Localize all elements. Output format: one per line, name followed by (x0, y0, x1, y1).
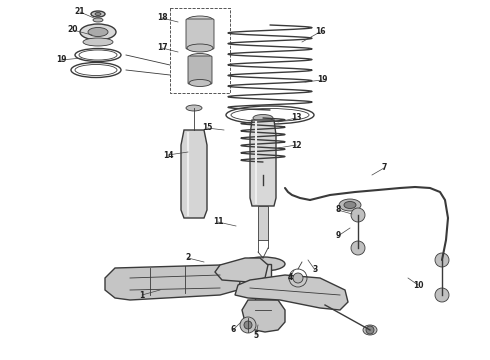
Text: 5: 5 (253, 330, 259, 339)
Text: 13: 13 (291, 113, 301, 122)
Polygon shape (215, 258, 268, 282)
Circle shape (435, 288, 449, 302)
FancyBboxPatch shape (188, 56, 212, 84)
Text: 4: 4 (287, 274, 293, 283)
Text: 7: 7 (381, 163, 387, 172)
Circle shape (351, 241, 365, 255)
Ellipse shape (189, 54, 211, 60)
FancyBboxPatch shape (259, 183, 268, 194)
Circle shape (293, 273, 303, 283)
Ellipse shape (91, 11, 105, 17)
Polygon shape (105, 265, 240, 300)
Circle shape (366, 326, 374, 334)
Text: 2: 2 (185, 253, 191, 262)
Text: 6: 6 (230, 325, 236, 334)
Text: 21: 21 (75, 8, 85, 17)
Text: 19: 19 (56, 55, 66, 64)
Ellipse shape (187, 16, 213, 24)
Ellipse shape (254, 159, 272, 166)
Ellipse shape (93, 18, 103, 22)
Text: 19: 19 (317, 76, 327, 85)
Ellipse shape (241, 257, 285, 271)
Ellipse shape (339, 199, 361, 211)
Circle shape (435, 253, 449, 267)
Text: 1: 1 (139, 291, 145, 300)
FancyBboxPatch shape (186, 19, 214, 49)
Ellipse shape (363, 325, 377, 335)
Text: 17: 17 (157, 44, 167, 53)
Ellipse shape (344, 202, 356, 208)
Polygon shape (181, 130, 207, 218)
Bar (170, 8, 230, 93)
Polygon shape (250, 120, 276, 206)
Ellipse shape (256, 167, 270, 172)
Ellipse shape (95, 13, 101, 15)
Ellipse shape (88, 27, 108, 36)
Ellipse shape (253, 114, 273, 122)
Text: 10: 10 (413, 280, 423, 289)
Text: 18: 18 (157, 13, 167, 22)
Text: 11: 11 (213, 217, 223, 226)
Circle shape (244, 321, 252, 329)
Polygon shape (255, 264, 271, 310)
Ellipse shape (186, 105, 202, 111)
Text: 16: 16 (315, 27, 325, 36)
Text: 8: 8 (335, 206, 341, 215)
Text: 12: 12 (291, 140, 301, 149)
Text: 20: 20 (68, 26, 78, 35)
Text: 15: 15 (202, 123, 212, 132)
Text: 9: 9 (335, 231, 341, 240)
Ellipse shape (80, 24, 116, 40)
Circle shape (240, 317, 256, 333)
Text: 14: 14 (163, 150, 173, 159)
Polygon shape (242, 300, 285, 332)
Ellipse shape (189, 80, 211, 86)
Text: 3: 3 (313, 266, 318, 274)
Circle shape (351, 208, 365, 222)
Polygon shape (235, 275, 348, 310)
Ellipse shape (187, 44, 213, 52)
Ellipse shape (83, 38, 113, 46)
Polygon shape (258, 206, 268, 240)
